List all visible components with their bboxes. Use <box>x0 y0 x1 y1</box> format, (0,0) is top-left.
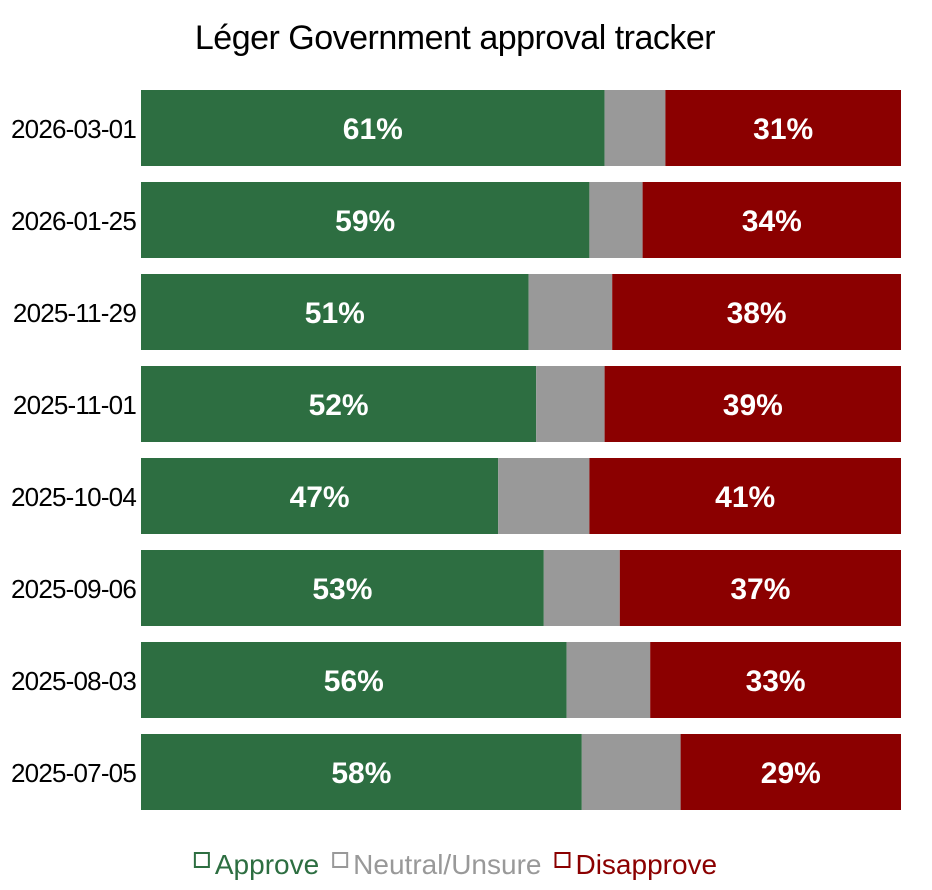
legend-item-disapprove: Disapprove <box>554 849 717 880</box>
bar-segment-approve <box>141 734 582 810</box>
value-label-disapprove: 41% <box>715 481 775 514</box>
bar-segment-neutral-unsure <box>589 182 643 258</box>
category-label: 2026-01-25 <box>11 206 136 236</box>
value-label-disapprove: 34% <box>742 205 802 238</box>
value-label-approve: 51% <box>305 297 365 330</box>
category-label: 2025-10-04 <box>11 482 136 512</box>
bar-segment-approve <box>141 90 605 166</box>
value-label-disapprove: 29% <box>761 757 821 790</box>
category-label: 2026-03-01 <box>11 114 136 144</box>
legend-label: Disapprove <box>575 849 717 880</box>
legend-label: Neutral/Unsure <box>353 849 541 880</box>
bar-segment-disapprove <box>589 458 901 534</box>
bar-segment-disapprove <box>642 182 901 258</box>
value-label-disapprove: 38% <box>727 297 787 330</box>
category-label: 2025-11-29 <box>13 298 136 328</box>
legend-item-neutral-unsure: Neutral/Unsure <box>332 849 541 880</box>
bar-segment-disapprove <box>680 734 901 810</box>
bar-segment-disapprove <box>604 366 901 442</box>
value-label-approve: 59% <box>335 205 395 238</box>
value-label-disapprove: 33% <box>746 665 806 698</box>
bar-segment-approve <box>141 458 499 534</box>
value-label-disapprove: 31% <box>753 113 813 146</box>
bar-segment-approve <box>141 366 537 442</box>
value-label-approve: 56% <box>324 665 384 698</box>
legend-swatch <box>554 852 571 868</box>
category-label: 2025-09-06 <box>11 574 136 604</box>
bar-segment-approve <box>141 642 567 718</box>
value-label-disapprove: 37% <box>730 573 790 606</box>
bar-segment-disapprove <box>650 642 901 718</box>
bars-group <box>141 90 901 810</box>
bar-segment-disapprove <box>619 550 901 626</box>
legend-swatch <box>193 852 210 868</box>
bar-segment-neutral-unsure <box>528 274 613 350</box>
category-label: 2025-11-01 <box>13 390 136 420</box>
category-label: 2025-08-03 <box>11 666 136 696</box>
value-label-approve: 61% <box>343 113 403 146</box>
bar-segment-neutral-unsure <box>604 90 666 166</box>
bar-segment-neutral-unsure <box>536 366 605 442</box>
bar-segment-disapprove <box>612 274 901 350</box>
chart-title: Léger Government approval tracker <box>195 19 715 57</box>
bar-segment-approve <box>141 182 590 258</box>
bar-segment-disapprove <box>665 90 901 166</box>
category-labels: 2026-03-01 2026-01-25 2025-11-29 2025-11-01… <box>11 114 137 788</box>
bar-segment-neutral-unsure <box>581 734 681 810</box>
legend-label: Approve <box>215 849 319 880</box>
value-labels: 61% 31% 59% 34% 51% 38% 52% 39% 47% 41% 53% 37% 56% 3… <box>290 113 821 790</box>
legend-item-approve: Approve <box>193 849 319 880</box>
value-label-approve: 52% <box>309 389 369 422</box>
legend: Approve Neutral/Unsure Disapprove <box>193 849 717 880</box>
value-label-approve: 58% <box>331 757 391 790</box>
bar-segment-neutral-unsure <box>543 550 620 626</box>
bar-segment-neutral-unsure <box>498 458 590 534</box>
category-label: 2025-07-05 <box>11 758 136 788</box>
value-label-approve: 47% <box>290 481 350 514</box>
bar-segment-approve <box>141 550 544 626</box>
value-label-approve: 53% <box>312 573 372 606</box>
bar-segment-approve <box>141 274 529 350</box>
value-label-disapprove: 39% <box>723 389 783 422</box>
bar-segment-neutral-unsure <box>566 642 651 718</box>
legend-swatch <box>332 852 349 868</box>
